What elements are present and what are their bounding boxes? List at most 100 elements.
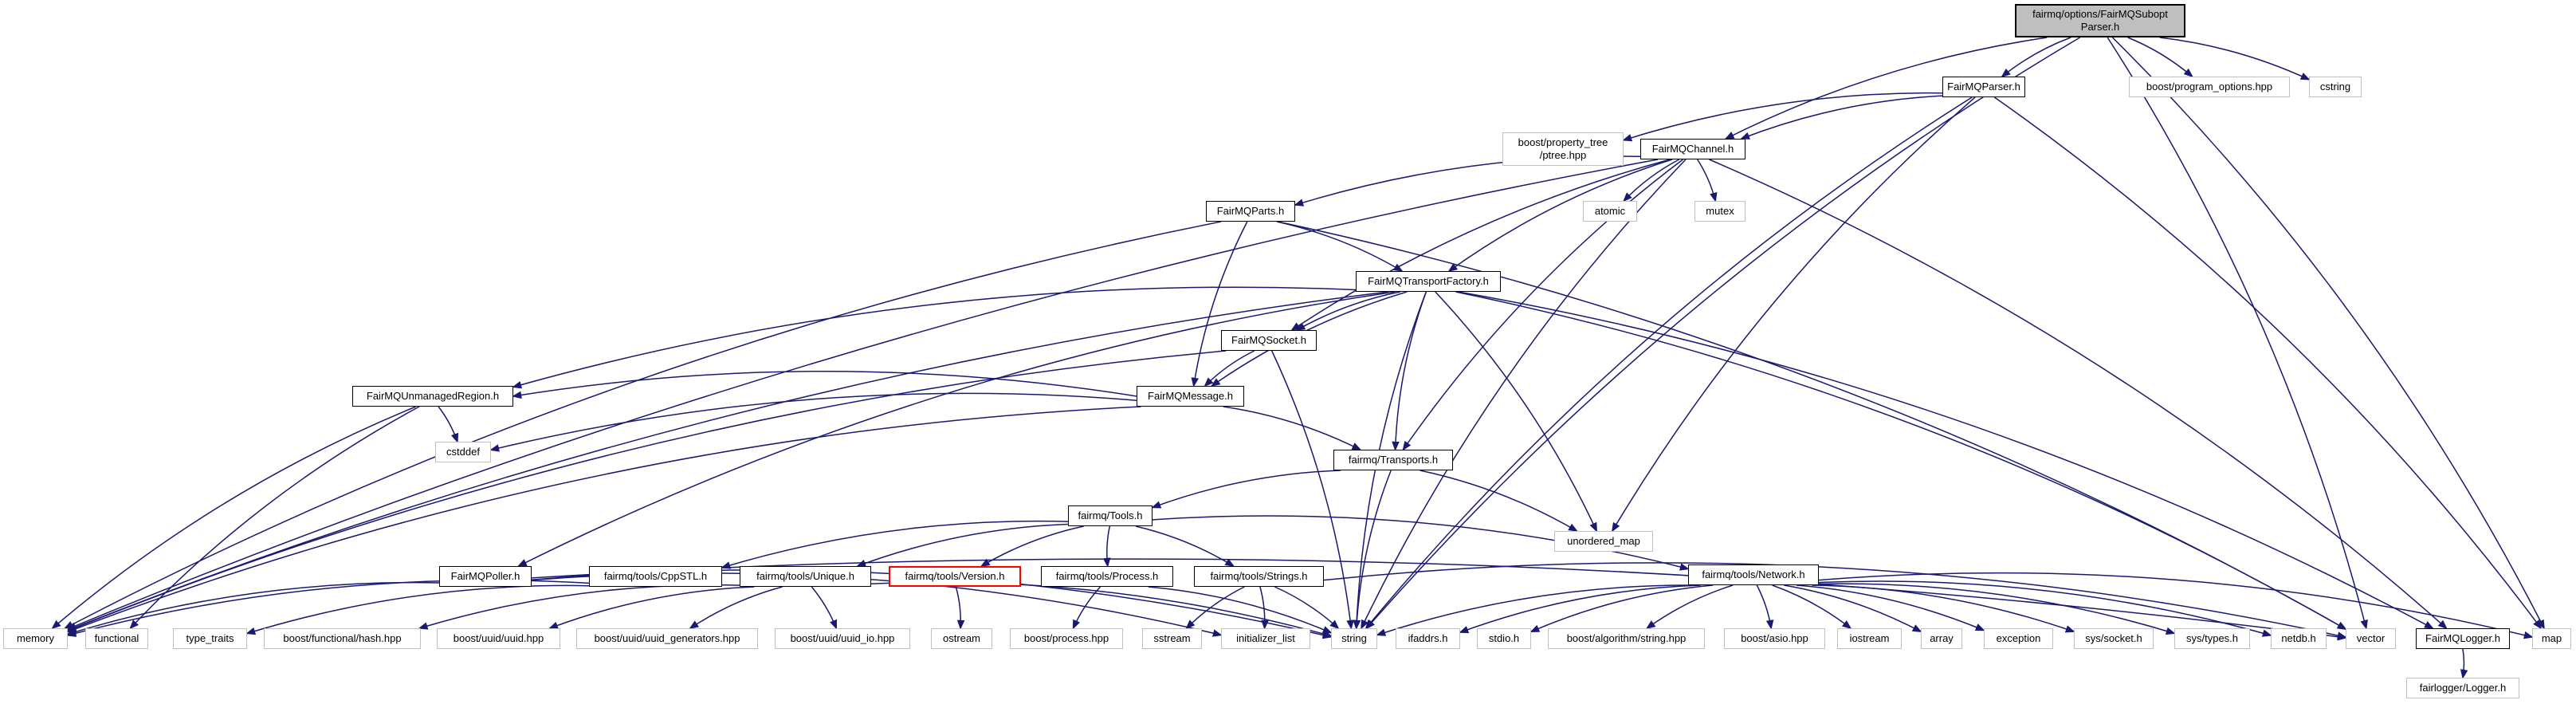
node-cppstl[interactable]: fairmq/tools/CppSTL.h: [589, 566, 722, 587]
node-string: string: [1331, 628, 1377, 649]
node-sys_socket: sys/socket.h: [2074, 628, 2154, 649]
node-initializer_list: initializer_list: [1221, 628, 1310, 649]
node-fairlogger: fairlogger/Logger.h: [2406, 678, 2519, 698]
edge-network-to-sys_socket: [1812, 584, 2075, 633]
node-array: array: [1921, 628, 1962, 649]
edge-parser-to-channel: [1740, 95, 1943, 140]
edge-socket-to-message: [1204, 350, 1255, 387]
node-network[interactable]: fairmq/tools/Network.h: [1688, 564, 1819, 585]
node-parts[interactable]: FairMQParts.h: [1206, 201, 1295, 222]
edge-process-to-boost_process: [1072, 586, 1101, 630]
edge-network-to-asio: [1756, 584, 1774, 630]
node-iostream: iostream: [1837, 628, 1902, 649]
edge-transportfactory-to-vector: [1455, 291, 2347, 630]
node-asio: boost/asio.hpp: [1724, 628, 1825, 649]
edge-transportfactory-to-memory: [66, 291, 1388, 631]
edge-network-to-array: [1784, 584, 1922, 633]
edge-strings-to-initializer_list: [1259, 586, 1269, 630]
edge-strings-to-string: [1274, 586, 1340, 630]
edge-network-to-map: [1818, 572, 2534, 639]
node-memory: memory: [3, 628, 68, 649]
edge-root-to-vector: [2107, 37, 2368, 630]
edge-parser-to-map: [1993, 96, 2543, 630]
edge-transports-to-string: [1353, 470, 1392, 630]
edge-strings-to-sstream: [1185, 586, 1245, 630]
edge-tools-to-process: [1102, 525, 1111, 568]
edge-network-to-iostream: [1772, 584, 1852, 630]
edge-strings-to-vector: [1323, 562, 2347, 639]
node-sys_types: sys/types.h: [2174, 628, 2250, 649]
edge-channel-to-fairmqlogger: [1709, 159, 2448, 630]
edge-network-to-ifaddrs: [1459, 584, 1701, 634]
node-netdb: netdb.h: [2271, 628, 2327, 649]
node-ostream: ostream: [931, 628, 992, 649]
node-atomic: atomic: [1583, 201, 1637, 222]
edge-parser-to-ptree: [1622, 92, 1943, 142]
node-program_options: boost/program_options.hpp: [2129, 77, 2290, 97]
node-hash: boost/functional/hash.hpp: [264, 628, 421, 649]
edge-channel-to-transportfactory: [1447, 159, 1673, 273]
edge-network-to-stdio: [1530, 584, 1714, 633]
edge-unmanagedregion-to-cstddef: [438, 406, 459, 443]
node-parser[interactable]: FairMQParser.h: [1942, 77, 2025, 97]
edge-unmanagedregion-to-functional: [129, 406, 420, 630]
edge-message-to-memory: [66, 406, 1141, 633]
edge-root-to-map: [2111, 37, 2545, 630]
edge-network-to-string: [1376, 584, 1689, 636]
edge-unique-to-hash: [418, 584, 740, 630]
edge-channel-to-atomic: [1623, 159, 1680, 203]
edge-cppstl-to-memory: [66, 579, 590, 637]
node-channel[interactable]: FairMQChannel.h: [1640, 139, 1745, 159]
edge-root-to-cstring: [2159, 37, 2311, 81]
edge-socket-to-string: [1271, 350, 1354, 630]
node-vector: vector: [2346, 628, 2396, 649]
edge-channel-to-transports: [1402, 159, 1683, 451]
node-stdio: stdio.h: [1477, 628, 1531, 649]
node-cstddef: cstddef: [435, 442, 491, 462]
node-tools[interactable]: fairmq/Tools.h: [1068, 505, 1153, 526]
edge-transportfactory-to-unmanagedregion: [512, 286, 1357, 389]
node-algo_string: boost/algorithm/string.hpp: [1548, 628, 1705, 649]
node-cstring: cstring: [2309, 77, 2362, 97]
edge-message-to-unmanagedregion: [512, 370, 1137, 399]
edge-root-to-parser: [2001, 37, 2071, 78]
node-root: fairmq/options/FairMQSubopt Parser.h: [2015, 4, 2185, 37]
edge-unique-to-uuid: [548, 586, 755, 629]
edge-unique-to-uuid_generators: [689, 586, 783, 629]
edge-fairmqlogger-to-fairlogger: [2460, 648, 2468, 679]
node-uuid_generators: boost/uuid/uuid_generators.hpp: [576, 628, 758, 649]
edge-root-to-program_options: [2127, 37, 2193, 78]
node-ifaddrs: ifaddrs.h: [1396, 628, 1460, 649]
node-strings[interactable]: fairmq/tools/Strings.h: [1194, 566, 1324, 587]
edge-transports-to-tools: [1151, 470, 1341, 509]
edge-channel-to-mutex: [1697, 159, 1718, 203]
node-fairmqlogger[interactable]: FairMQLogger.h: [2416, 628, 2510, 649]
edge-network-to-algo_string: [1645, 584, 1734, 630]
edge-network-to-netdb: [1818, 580, 2272, 637]
node-unique[interactable]: fairmq/tools/Unique.h: [740, 566, 871, 587]
node-transportfactory[interactable]: FairMQTransportFactory.h: [1356, 271, 1501, 292]
node-poller[interactable]: FairMQPoller.h: [439, 566, 532, 587]
node-socket[interactable]: FairMQSocket.h: [1221, 330, 1317, 351]
edge-tools-to-cppstl: [721, 520, 1069, 569]
edge-channel-to-string: [1361, 159, 1687, 630]
node-ptree: boost/property_tree /ptree.hpp: [1502, 132, 1624, 166]
edge-process-to-string: [1148, 586, 1333, 634]
node-boost_process: boost/process.hpp: [1010, 628, 1123, 649]
node-process[interactable]: fairmq/tools/Process.h: [1041, 566, 1173, 587]
edge-unique-to-uuid_io: [811, 586, 837, 630]
node-unordered_map: unordered_map: [1554, 531, 1653, 552]
node-unmanagedregion[interactable]: FairMQUnmanagedRegion.h: [352, 386, 513, 407]
edge-cppstl-to-type_traits: [245, 584, 590, 635]
node-version[interactable]: fairmq/tools/Version.h: [889, 566, 1021, 587]
edge-root-to-channel: [1724, 37, 2048, 140]
edge-parts-to-memory: [63, 221, 1222, 629]
edge-parts-to-message: [1191, 221, 1248, 387]
node-functional: functional: [85, 628, 148, 649]
node-transports[interactable]: fairmq/Transports.h: [1333, 450, 1453, 470]
node-mutex: mutex: [1694, 201, 1745, 222]
edge-network-to-exception: [1796, 584, 1985, 631]
edge-tools-to-unique: [856, 523, 1069, 567]
node-message[interactable]: FairMQMessage.h: [1137, 386, 1244, 407]
